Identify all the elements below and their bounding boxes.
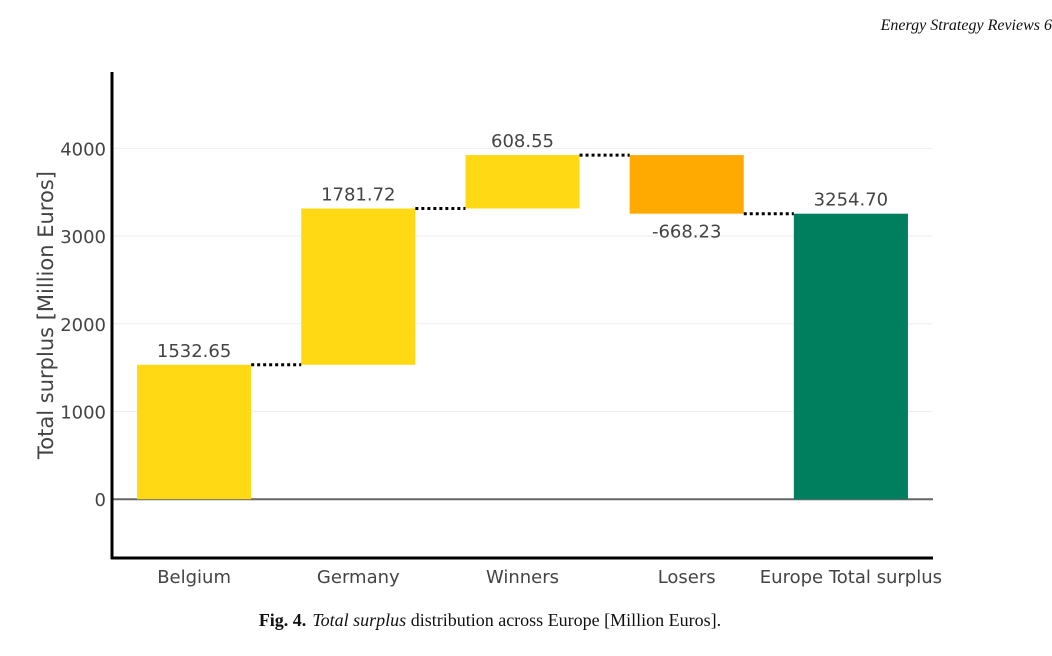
data-label: 3254.70	[814, 190, 888, 211]
bar-europe-total-surplus	[793, 213, 908, 500]
x-tick-label: Germany	[317, 567, 400, 588]
y-axis-label: Total surplus [Million Euros]	[34, 171, 58, 460]
caption-text: distribution across Europe [Million Euro…	[406, 610, 722, 630]
caption-italic: Total surplus	[312, 610, 407, 630]
data-label: 1781.72	[321, 184, 395, 205]
data-label: 1532.65	[157, 341, 231, 362]
figure-caption: Fig. 4. Total surplus distribution across…	[0, 610, 980, 631]
y-tick-label: 3000	[60, 227, 106, 248]
bar-germany	[301, 208, 416, 365]
data-label: -668.23	[652, 222, 721, 243]
bar-belgium	[137, 364, 252, 500]
bar-losers	[629, 155, 744, 214]
x-tick-label: Europe Total surplus	[760, 567, 942, 588]
y-tick-label: 4000	[60, 139, 106, 160]
bar-winners	[465, 155, 580, 209]
y-tick-label: 0	[95, 490, 106, 511]
data-label: 608.55	[491, 131, 554, 152]
x-tick-label: Belgium	[157, 567, 231, 588]
caption-label: Fig. 4.	[258, 610, 307, 630]
y-tick-label: 1000	[60, 402, 106, 423]
y-tick-label: 2000	[60, 315, 106, 336]
x-tick-label: Winners	[486, 567, 559, 588]
journal-header: Energy Strategy Reviews 6	[880, 17, 1052, 34]
x-tick-label: Losers	[658, 567, 716, 588]
